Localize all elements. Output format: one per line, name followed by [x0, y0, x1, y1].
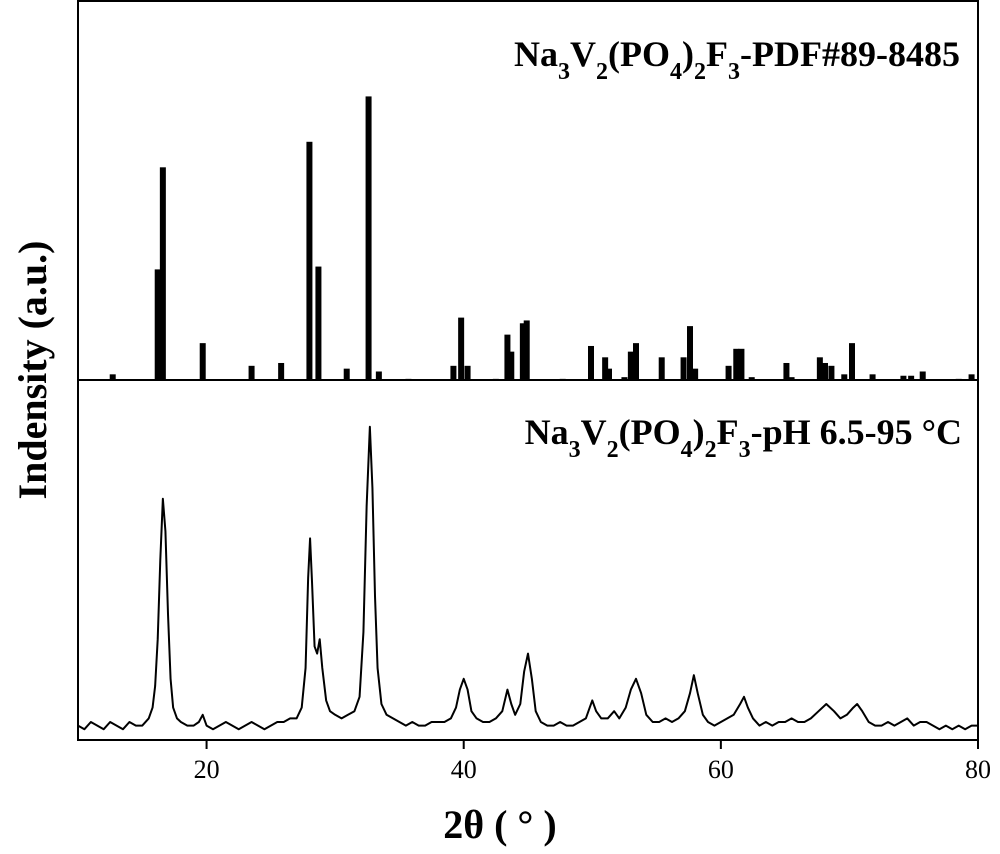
reference-peak	[920, 371, 926, 380]
reference-peak	[366, 96, 372, 380]
reference-peak	[376, 371, 382, 380]
x-tick-label: 60	[708, 755, 734, 784]
page: {"chart_data": [ {"type": "bar", "title"…	[0, 0, 1000, 854]
reference-peak	[692, 369, 698, 380]
chart: Na3V2(PO4)2F3-PDF#89-8485 Na3V2(PO4)2F3-…	[0, 0, 1000, 854]
reference-peak	[733, 349, 739, 380]
reference-peak	[817, 357, 823, 380]
reference-peak	[155, 269, 161, 380]
reference-peak	[908, 376, 914, 380]
reference-peak	[465, 366, 471, 380]
panel-title: Na3V2(PO4)2F3-pH 6.5-95 °C	[525, 412, 962, 463]
reference-peak	[588, 346, 594, 380]
reference-peak	[606, 369, 612, 380]
reference-peak	[849, 343, 855, 380]
reference-peak	[278, 363, 284, 380]
xrd-pattern	[78, 427, 978, 729]
reference-peak	[493, 379, 499, 380]
reference-peak	[783, 363, 789, 380]
x-tick-label: 40	[451, 755, 477, 784]
reference-peak	[508, 352, 514, 380]
reference-peak	[789, 377, 795, 380]
reference-peak	[405, 379, 411, 380]
reference-peak	[560, 379, 566, 380]
reference-peak	[969, 374, 975, 380]
reference-peak	[956, 379, 962, 380]
reference-peak	[315, 267, 321, 380]
y-axis-label: Indensity (a.u.)	[10, 241, 55, 500]
reference-peak	[822, 363, 828, 380]
reference-peak	[458, 318, 464, 380]
reference-peak	[726, 366, 732, 380]
reference-peak	[681, 357, 687, 380]
reference-peak	[628, 352, 634, 380]
reference-peak	[200, 343, 206, 380]
x-tick-label: 80	[965, 755, 991, 784]
reference-peak	[749, 377, 755, 380]
reference-peak	[249, 366, 255, 380]
reference-peak	[659, 357, 665, 380]
reference-peak	[160, 167, 166, 380]
reference-peak	[110, 374, 116, 380]
reference-peak	[524, 320, 530, 380]
reference-peak	[828, 366, 834, 380]
reference-peak	[738, 349, 744, 380]
reference-peak	[344, 369, 350, 380]
x-axis-label: 2θ ( ° )	[443, 802, 557, 847]
panel-title: Na3V2(PO4)2F3-PDF#89-8485	[514, 34, 960, 85]
reference-peak	[870, 374, 876, 380]
reference-peak	[900, 376, 906, 380]
reference-peak	[621, 377, 627, 380]
reference-peak	[841, 374, 847, 380]
reference-peak	[633, 343, 639, 380]
reference-peak	[687, 326, 693, 380]
reference-peak	[306, 142, 312, 380]
reference-peak	[450, 366, 456, 380]
x-tick-label: 20	[194, 755, 220, 784]
